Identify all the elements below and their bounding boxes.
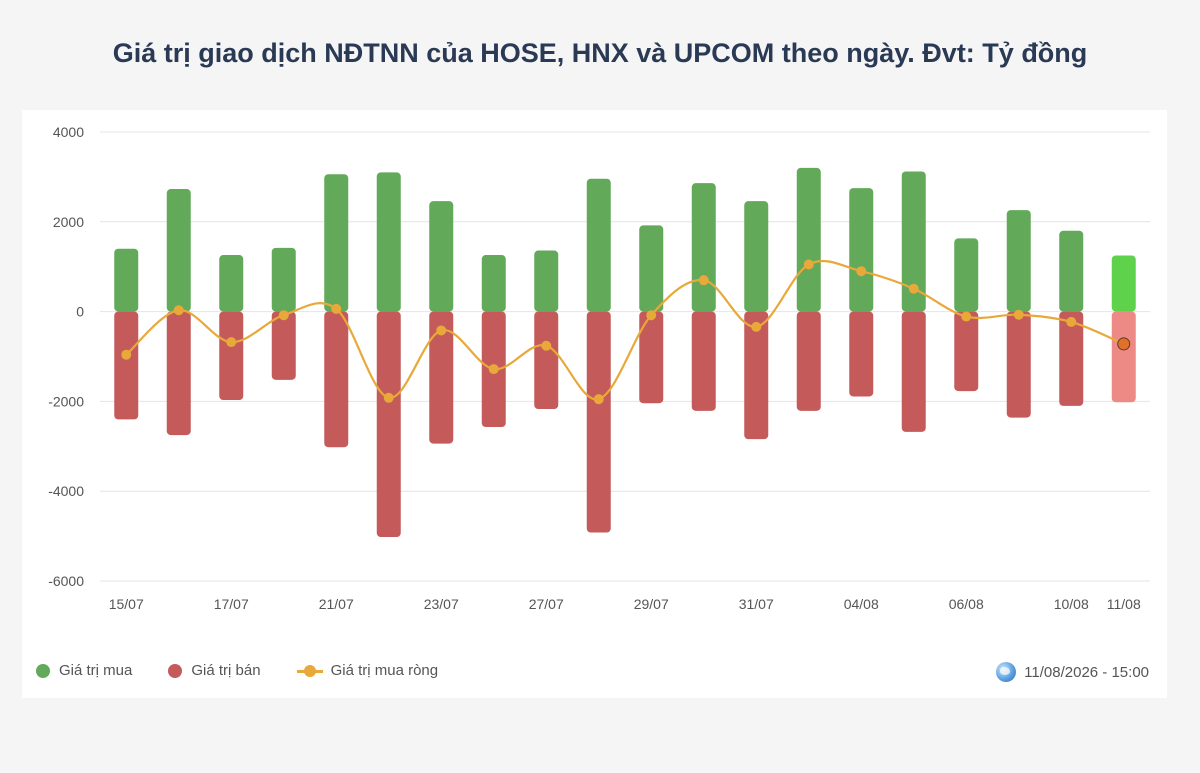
- bar-sell: [1111, 311, 1136, 403]
- net-point: [908, 283, 919, 294]
- bar-sell: [639, 311, 664, 404]
- bar-sell: [849, 311, 874, 397]
- bar-sell: [744, 311, 769, 440]
- bar-buy: [1111, 255, 1136, 312]
- x-tick-label: 10/08: [1054, 596, 1089, 612]
- legend-buy-marker: [36, 663, 50, 678]
- net-point: [698, 275, 709, 286]
- net-point: [436, 325, 447, 336]
- bar-buy: [166, 189, 191, 312]
- bar-sell: [796, 311, 821, 411]
- bar-buy: [954, 238, 979, 312]
- bar-buy: [324, 174, 349, 312]
- net-point: [173, 305, 184, 316]
- y-tick-label: 0: [76, 304, 84, 320]
- net-point: [488, 364, 499, 375]
- bar-buy: [429, 201, 454, 312]
- legend-buy-label: Giá trị mua: [59, 662, 133, 679]
- bar-sell: [1006, 311, 1031, 418]
- bar-sell: [691, 311, 716, 411]
- x-tick-label: 21/07: [319, 596, 354, 612]
- bar-sell: [324, 311, 349, 448]
- legend-sell-label: Giá trị bán: [191, 662, 261, 679]
- x-tick-label: 23/07: [424, 596, 459, 612]
- net-point: [331, 303, 342, 314]
- net-point: [121, 349, 132, 360]
- timestamp-text: 11/08/2026 - 15:00: [1024, 663, 1149, 681]
- bar-buy: [534, 250, 559, 312]
- bar-sell: [219, 311, 244, 401]
- net-point: [856, 266, 867, 277]
- bar-sell: [429, 311, 454, 444]
- y-tick-label: 4000: [53, 124, 84, 140]
- bar-buy: [219, 255, 244, 312]
- chart-plot: 4000 2000 0 -2000 -4000 -6000 15/07 17/07 21/07 2…: [48, 124, 1150, 612]
- bar-buy: [114, 248, 139, 312]
- update-timestamp: 11/08/2026 - 15:00: [996, 662, 1149, 682]
- bar-buy: [744, 201, 769, 312]
- bar-sell: [586, 311, 611, 533]
- bar-buy: [1059, 230, 1084, 312]
- y-tick-label: 2000: [53, 214, 84, 230]
- legend-net-marker: [296, 664, 323, 678]
- bar-sell: [114, 311, 139, 420]
- legend-item-sell[interactable]: Giá trị bán: [168, 662, 261, 679]
- net-point: [226, 337, 237, 348]
- net-point: [751, 321, 762, 332]
- net-point: [278, 310, 289, 321]
- net-point: [383, 392, 394, 403]
- net-point: [803, 259, 814, 270]
- legend-item-buy[interactable]: Giá trị mua: [36, 662, 132, 679]
- bar-buy: [639, 225, 664, 312]
- legend-item-net[interactable]: Giá trị mua ròng: [296, 662, 439, 679]
- bar-buy: [796, 167, 821, 312]
- x-tick-label: 15/07: [109, 596, 144, 612]
- bar-sell: [376, 311, 401, 537]
- legend-net-label: Giá trị mua ròng: [330, 662, 439, 679]
- x-tick-label: 11/08: [1107, 596, 1141, 612]
- x-tick-label: 27/07: [529, 596, 564, 612]
- bar-buy: [901, 171, 926, 312]
- globe-icon: [996, 662, 1017, 682]
- chart-card: 4000 2000 0 -2000 -4000 -6000 15/07 17/07 21/07 2…: [22, 110, 1167, 698]
- chart-legend: Giá trị mua Giá trị bán Giá trị mua ròng: [36, 662, 474, 679]
- x-tick-label: 29/07: [634, 596, 669, 612]
- net-point: [646, 310, 657, 321]
- x-tick-label: 04/08: [844, 596, 879, 612]
- net-point: [1013, 309, 1024, 320]
- chart-title: Giá trị giao dịch NĐTNN của HOSE, HNX và…: [112, 38, 1088, 68]
- legend-sell-marker: [168, 663, 183, 678]
- net-point: [1066, 316, 1077, 327]
- x-tick-label: 06/08: [949, 596, 984, 612]
- x-tick-label: 17/07: [214, 596, 249, 612]
- net-point: [961, 311, 972, 322]
- bar-buy: [271, 247, 296, 312]
- bar-buy: [1006, 210, 1031, 312]
- net-point: [1117, 337, 1131, 351]
- x-tick-label: 31/07: [739, 596, 774, 612]
- bar-sell: [901, 311, 926, 432]
- bar-buy: [481, 255, 506, 312]
- y-tick-label: -6000: [48, 573, 84, 589]
- bar-buy: [376, 172, 401, 312]
- bar-buy: [849, 188, 874, 312]
- net-point: [593, 394, 604, 405]
- y-tick-label: -4000: [48, 483, 84, 499]
- bar-buy: [691, 183, 716, 312]
- net-line: [125, 259, 1125, 401]
- bar-sell: [954, 311, 979, 392]
- net-point: [541, 340, 552, 351]
- bar-sell: [271, 311, 296, 380]
- bar-sell: [534, 311, 559, 410]
- bar-buy: [586, 178, 611, 312]
- bar-sell: [1059, 311, 1084, 406]
- bar-sell: [166, 311, 191, 436]
- y-tick-label: -2000: [48, 393, 84, 409]
